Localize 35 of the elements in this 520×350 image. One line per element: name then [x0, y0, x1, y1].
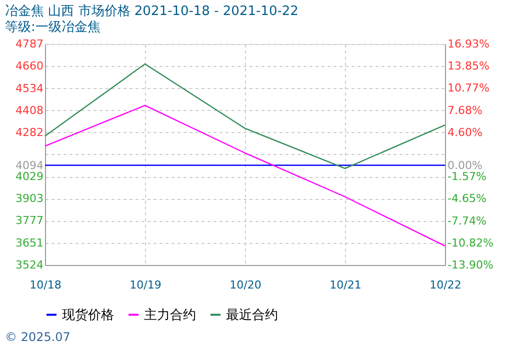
y-tick-label: 4787: [16, 38, 44, 50]
chart-subtitle: 等级:一级冶金焦: [5, 20, 100, 35]
y-tick-label: 3524: [16, 258, 44, 272]
y-tick-label: 4029: [16, 170, 44, 184]
y2-tick-label: -10.82%: [448, 236, 494, 250]
line-series: [44, 104, 446, 247]
y-tick-label: 3903: [16, 192, 44, 206]
y2-tick-label: -7.74%: [448, 214, 486, 228]
y2-tick-label: -4.65%: [448, 192, 486, 206]
text: © 2025.07: [5, 330, 70, 344]
y-tick-label: 4408: [16, 104, 44, 117]
y-tick-label: 4660: [16, 60, 44, 73]
legend-label: 最近合约: [226, 308, 278, 323]
x-tick-label: 10/21: [330, 278, 362, 292]
y-tick-label: 3777: [16, 214, 44, 228]
y2-tick-label: 0.00%: [448, 158, 482, 172]
y-tick-label: 4534: [16, 82, 44, 95]
x-tick-label: 10/19: [130, 278, 162, 292]
line-series: [44, 63, 446, 170]
y2-tick-label: 7.68%: [448, 104, 482, 117]
y-tick-label: 4282: [16, 126, 44, 139]
x-tick-label: 10/20: [230, 278, 262, 292]
y2-tick-label: -13.90%: [448, 258, 494, 272]
y2-tick-label: 4.60%: [448, 126, 482, 139]
y-tick-label: 3651: [16, 236, 44, 250]
chart-title: 冶金焦 山西 市场价格 2021-10-18 - 2021-10-22: [5, 4, 298, 19]
x-tick-label: 10/18: [30, 278, 62, 292]
legend-label: 现货价格: [62, 308, 114, 323]
y2-tick-label: 10.77%: [448, 82, 490, 95]
y2-tick-label: 13.85%: [448, 60, 490, 73]
y-tick-label: 4094: [16, 158, 44, 172]
y2-tick-label: -1.57%: [448, 170, 486, 184]
legend-label: 主力合约: [144, 306, 196, 323]
y2-tick-label: 16.93%: [448, 38, 490, 50]
x-tick-label: 10/22: [430, 278, 462, 292]
